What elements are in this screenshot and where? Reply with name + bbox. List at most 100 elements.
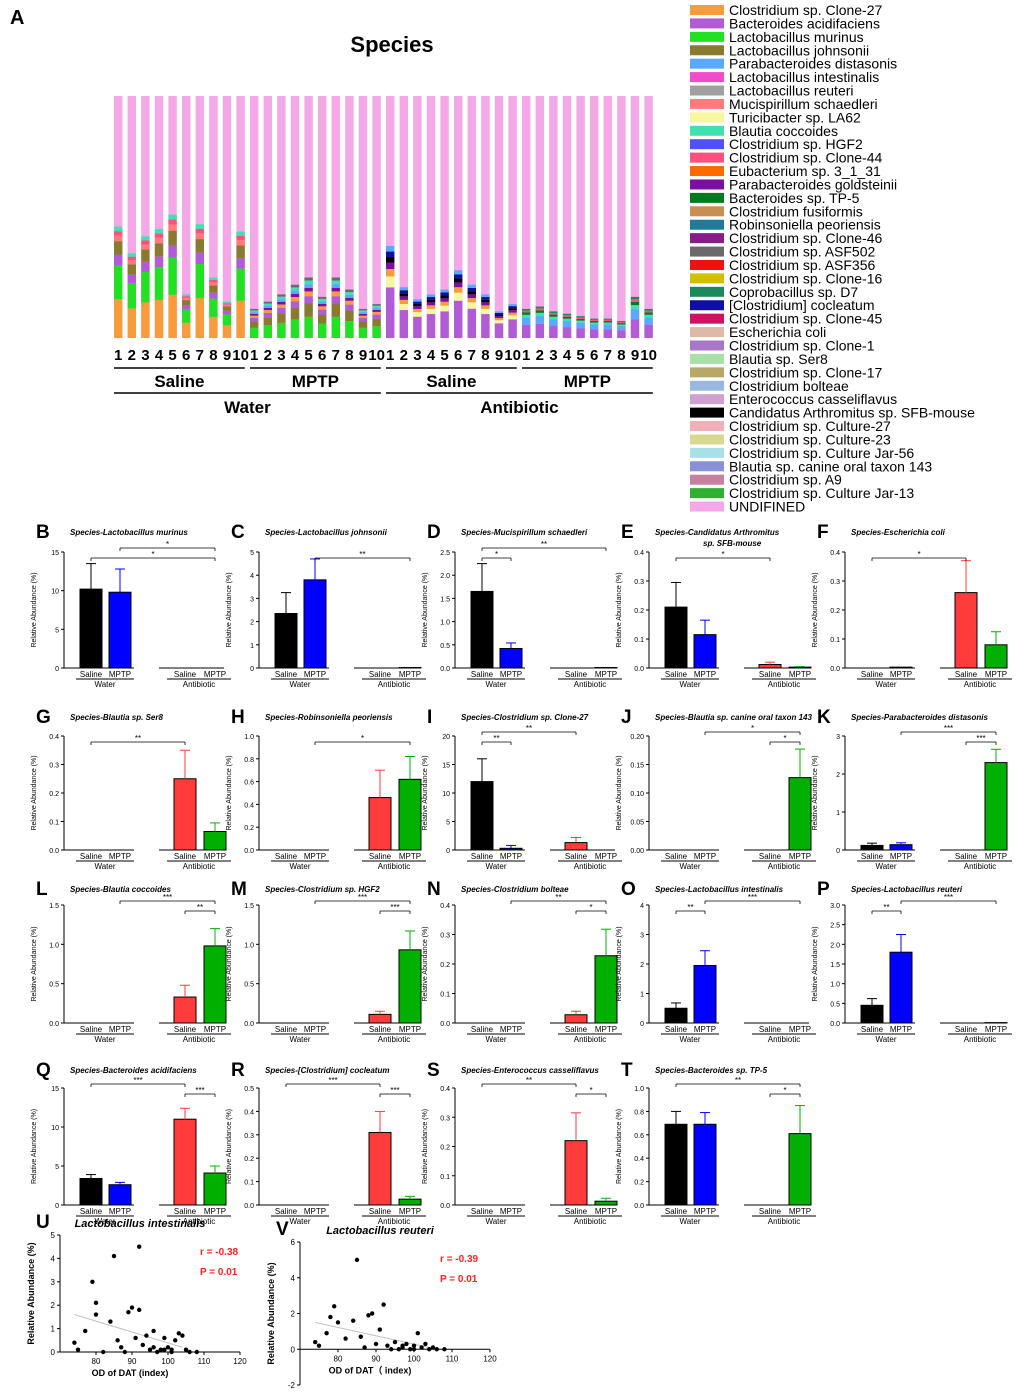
stack-segment [508, 315, 517, 320]
x-tick-label: Saline [80, 1207, 103, 1216]
legend-swatch [690, 139, 724, 150]
bar [499, 648, 523, 669]
stack-segment [603, 324, 612, 330]
data-point [115, 1338, 120, 1343]
y-tick-label: 1.0 [244, 942, 254, 949]
bar [984, 644, 1008, 669]
stack-segment [549, 319, 558, 327]
y-axis-label: Relative Abundance (%) [616, 572, 623, 647]
stack-segment [168, 214, 177, 220]
stack-segment [236, 258, 245, 269]
stack-segment [290, 293, 300, 298]
y-axis-label: Relative Abundance (%) [266, 1262, 276, 1364]
x-tick-label: Saline [275, 670, 298, 679]
y-axis-label: Relative Abundance (%) [26, 1242, 36, 1344]
group-label: Antibiotic [183, 680, 215, 689]
stack-segment [318, 314, 327, 324]
panel-r: R Species-[Clostridium] cocleatum Relative… [226, 1060, 426, 1226]
stack-segment [481, 299, 490, 303]
legend-swatch [690, 246, 724, 257]
sample-label: 5 [440, 347, 448, 364]
legend-swatch [690, 85, 724, 96]
bar [79, 588, 103, 669]
y-tick-label: 0.2 [830, 608, 840, 615]
stack-bar-background [440, 96, 449, 338]
stack-segment [399, 293, 408, 297]
stack-segment [426, 314, 436, 338]
data-point [408, 1347, 413, 1352]
stack-segment [590, 329, 599, 338]
stack-segment [467, 308, 476, 338]
group-label: Antibiotic [378, 1217, 410, 1226]
stack-segment [644, 314, 653, 318]
x-tick-label: Saline [174, 1207, 197, 1216]
group-label: Water [289, 680, 310, 689]
y-tick-label: 0.0 [49, 848, 59, 855]
stack-segment [250, 308, 259, 311]
sample-label: 3 [141, 347, 149, 364]
stack-segment [290, 290, 300, 294]
x-tick-label: MPTP [204, 852, 226, 861]
y-tick-label: 0.3 [244, 1133, 254, 1140]
legend-swatch [690, 18, 724, 29]
y-axis-label: Relative Abundance (%) [422, 1109, 429, 1184]
group-label: Antibiotic [768, 1035, 800, 1044]
y-tick-label: 0.0 [634, 1203, 644, 1210]
x-tick-label: Saline [471, 670, 494, 679]
sample-label: 5 [304, 347, 312, 364]
stack-bar-background [154, 96, 164, 338]
bar [368, 797, 392, 851]
legend-entry: Bacteroides sp. TP-5 [729, 190, 860, 206]
sample-label: 9 [495, 347, 503, 364]
stack-segment [304, 303, 313, 317]
stack-segment [168, 257, 177, 295]
panel-letter: H [231, 707, 245, 728]
data-point [411, 1343, 417, 1348]
stack-segment [358, 317, 368, 322]
stack-segment [426, 297, 436, 300]
group-label: Saline [154, 372, 204, 391]
x-tick-label: Saline [174, 670, 197, 679]
x-tick-label: Saline [369, 852, 392, 861]
stack-segment [195, 264, 204, 299]
y-axis-label: Relative Abundance (%) [31, 755, 38, 830]
panel-f: F Species-Escherichia coli Relative Abunda… [812, 522, 1012, 689]
stack-bar-background [345, 96, 354, 338]
y-tick-label: 0.2 [244, 825, 254, 832]
y-tick-label: 1.5 [49, 903, 59, 910]
legend-entry: Parabacteroides goldsteinii [729, 176, 897, 192]
correlation-p: P = 0.01 [440, 1274, 478, 1285]
legend-swatch [690, 353, 724, 364]
stack-bar-background [222, 96, 232, 338]
data-point [144, 1333, 149, 1338]
stack-segment [358, 315, 368, 318]
stack-segment [590, 319, 599, 321]
sample-label: 7 [196, 347, 204, 364]
stack-segment [386, 246, 395, 252]
stack-segment [345, 310, 354, 322]
group-label: Water [485, 1217, 506, 1226]
stack-bar-background [630, 96, 640, 338]
panel-title: Species-Blautia sp. canine oral taxon 14… [655, 713, 813, 722]
stack-segment [318, 309, 327, 315]
panel-title: Species-Clostridium bolteae [461, 885, 569, 894]
significance-label: *** [748, 893, 757, 902]
legend-swatch [690, 5, 724, 15]
x-tick-label: Saline [955, 670, 978, 679]
stack-segment [358, 312, 368, 314]
x-tick-label: MPTP [304, 1207, 326, 1216]
panel-letter: G [36, 707, 51, 728]
stack-segment [399, 299, 408, 304]
stack-segment [399, 287, 408, 291]
stack-segment [345, 294, 354, 298]
stack-segment [209, 279, 218, 283]
stack-segment [127, 256, 136, 261]
correlation-r: r = -0.38 [200, 1247, 239, 1258]
legend-entry: Coprobacillus sp. D7 [729, 284, 858, 300]
stack-segment [114, 299, 123, 338]
x-tick-label: MPTP [399, 1207, 421, 1216]
stack-bar-background [182, 96, 191, 338]
panel-title-cont: sp. SFB-mouse [703, 539, 762, 548]
group-label: Water [679, 1217, 700, 1226]
stack-segment [494, 311, 504, 313]
